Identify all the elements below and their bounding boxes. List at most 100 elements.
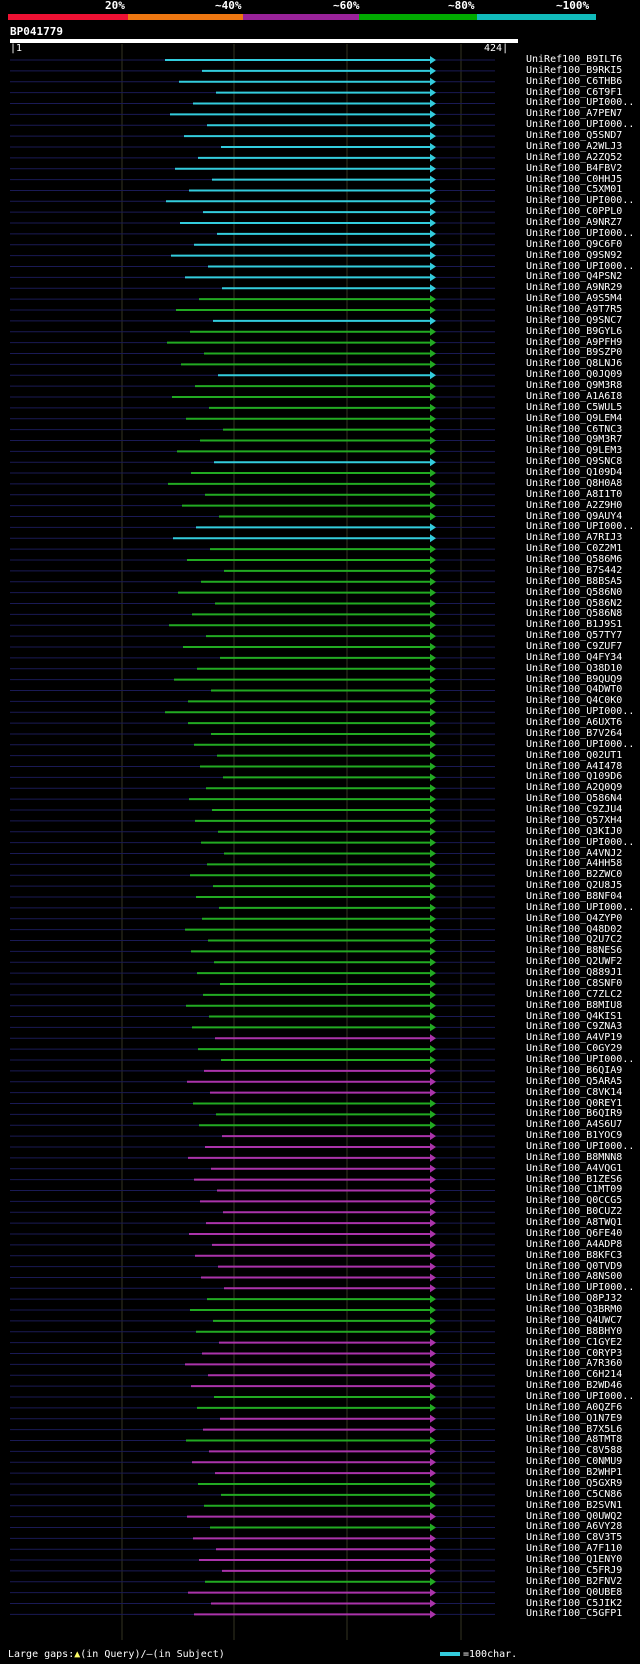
hit-label[interactable]: UniRef100_UPI000.. xyxy=(526,97,635,109)
hit-label[interactable]: UniRef100_C9ZUF7 xyxy=(526,640,623,652)
hit-label[interactable]: UniRef100_C8SNF0 xyxy=(526,977,623,989)
hit-label[interactable]: UniRef100_Q5SND7 xyxy=(526,130,623,142)
hit-label[interactable]: UniRef100_B8BHY0 xyxy=(526,1325,623,1337)
hit-label[interactable]: UniRef100_Q4PSN2 xyxy=(526,271,623,283)
hit-label[interactable]: UniRef100_Q9SNC8 xyxy=(526,456,623,468)
hit-label[interactable]: UniRef100_UPI000.. xyxy=(526,260,635,272)
hit-label[interactable]: UniRef100_B6QIA9 xyxy=(526,1064,623,1076)
hit-label[interactable]: UniRef100_C0Z2M1 xyxy=(526,543,623,555)
hit-label[interactable]: UniRef100_B2ZWC0 xyxy=(526,869,623,881)
hit-label[interactable]: UniRef100_Q586N4 xyxy=(526,793,623,805)
hit-label[interactable]: UniRef100_B2WHP1 xyxy=(526,1467,623,1479)
hit-label[interactable]: UniRef100_C8VK14 xyxy=(526,1086,623,1098)
hit-label[interactable]: UniRef100_UPI000.. xyxy=(526,1141,635,1152)
hit-label[interactable]: UniRef100_Q4C0K0 xyxy=(526,695,623,707)
hit-label[interactable]: UniRef100_B8NF04 xyxy=(526,890,623,902)
hit-label[interactable]: UniRef100_Q586N0 xyxy=(526,586,623,598)
hit-label[interactable]: UniRef100_UPI000.. xyxy=(526,1391,635,1402)
hit-label[interactable]: UniRef100_A9NR29 xyxy=(526,282,623,294)
hit-label[interactable]: UniRef100_Q9LEM3 xyxy=(526,445,623,457)
hit-label[interactable]: UniRef100_C0RYP3 xyxy=(526,1347,623,1359)
hit-label[interactable]: UniRef100_A8NS00 xyxy=(526,1271,623,1283)
hit-label[interactable]: UniRef100_B1J9S1 xyxy=(526,619,623,631)
hit-label[interactable]: UniRef100_Q1N7E9 xyxy=(526,1412,623,1424)
hit-label[interactable]: UniRef100_A9NRZ7 xyxy=(526,217,623,229)
hit-label[interactable]: UniRef100_B6QIR9 xyxy=(526,1108,623,1120)
hit-label[interactable]: UniRef100_C8V3T5 xyxy=(526,1532,623,1544)
hit-label[interactable]: UniRef100_A4S6U7 xyxy=(526,1119,623,1131)
hit-label[interactable]: UniRef100_Q9SNC7 xyxy=(526,314,623,326)
hit-label[interactable]: UniRef100_A1A6I8 xyxy=(526,390,623,402)
hit-label[interactable]: UniRef100_B9GYL6 xyxy=(526,325,623,337)
hit-label[interactable]: UniRef100_UPI000.. xyxy=(526,738,635,750)
hit-label[interactable]: UniRef100_Q9M3R7 xyxy=(526,434,623,446)
hit-label[interactable]: UniRef100_B8KFC3 xyxy=(526,1249,623,1261)
hit-label[interactable]: UniRef100_Q4UWC7 xyxy=(526,1314,623,1326)
hit-label[interactable]: UniRef100_Q48D02 xyxy=(526,923,623,935)
hit-label[interactable]: UniRef100_Q0UWQ2 xyxy=(526,1510,623,1522)
hit-label[interactable]: UniRef100_Q3KIJ0 xyxy=(526,825,623,837)
hit-label[interactable]: UniRef100_B2SVN1 xyxy=(526,1499,623,1511)
hit-label[interactable]: UniRef100_Q889J1 xyxy=(526,967,623,979)
hit-label[interactable]: UniRef100_Q6FE40 xyxy=(526,1227,623,1239)
hit-label[interactable]: UniRef100_A2ZQ52 xyxy=(526,151,623,163)
hit-label[interactable]: UniRef100_B7V264 xyxy=(526,727,623,739)
hit-label[interactable]: UniRef100_UPI000.. xyxy=(526,227,635,239)
hit-label[interactable]: UniRef100_A8I1T0 xyxy=(526,488,623,500)
hit-label[interactable]: UniRef100_A7R360 xyxy=(526,1358,623,1370)
hit-label[interactable]: UniRef100_C6TNC3 xyxy=(526,423,623,435)
hit-label[interactable]: UniRef100_UPI000.. xyxy=(526,706,635,718)
hit-label[interactable]: UniRef100_Q9C6F0 xyxy=(526,238,623,250)
hit-label[interactable]: UniRef100_C5XM01 xyxy=(526,184,623,196)
hit-label[interactable]: UniRef100_B7S442 xyxy=(526,564,623,576)
hit-label[interactable]: UniRef100_B9ILT6 xyxy=(526,54,623,65)
hit-label[interactable]: UniRef100_A4VP19 xyxy=(526,1032,623,1044)
hit-label[interactable]: UniRef100_B2WD46 xyxy=(526,1380,623,1392)
hit-label[interactable]: UniRef100_B8MIU8 xyxy=(526,999,623,1011)
hit-label[interactable]: UniRef100_A8TMT8 xyxy=(526,1434,623,1446)
hit-label[interactable]: UniRef100_Q0TVD9 xyxy=(526,1260,623,1272)
hit-label[interactable]: UniRef100_C0GY29 xyxy=(526,1043,623,1055)
hit-label[interactable]: UniRef100_Q9LEM4 xyxy=(526,412,623,424)
hit-label[interactable]: UniRef100_C6H214 xyxy=(526,1369,623,1381)
hit-label[interactable]: UniRef100_Q109D4 xyxy=(526,467,623,479)
hit-label[interactable]: UniRef100_Q5GXR9 xyxy=(526,1477,623,1489)
hit-label[interactable]: UniRef100_B8BSA5 xyxy=(526,575,623,587)
hit-label[interactable]: UniRef100_C5WUL5 xyxy=(526,401,623,413)
hit-label[interactable]: UniRef100_Q4FY34 xyxy=(526,651,623,663)
hit-label[interactable]: UniRef100_Q2U8J5 xyxy=(526,880,623,892)
hit-label[interactable]: UniRef100_A2Q0Q9 xyxy=(526,782,623,794)
hit-label[interactable]: UniRef100_Q0REY1 xyxy=(526,1097,623,1109)
hit-label[interactable]: UniRef100_Q8PJ32 xyxy=(526,1293,623,1305)
hit-label[interactable]: UniRef100_Q57XH4 xyxy=(526,814,623,826)
hit-label[interactable]: UniRef100_A9S5M4 xyxy=(526,293,623,305)
hit-label[interactable]: UniRef100_Q9AUY4 xyxy=(526,510,623,522)
hit-label[interactable]: UniRef100_Q2UWF2 xyxy=(526,956,623,968)
hit-label[interactable]: UniRef100_B1YOC9 xyxy=(526,1130,623,1142)
hit-label[interactable]: UniRef100_A0QZF6 xyxy=(526,1401,623,1413)
hit-label[interactable]: UniRef100_Q02UT1 xyxy=(526,749,623,761)
hit-label[interactable]: UniRef100_Q4DWT0 xyxy=(526,684,623,696)
hit-label[interactable]: UniRef100_C0HHJ5 xyxy=(526,173,623,185)
hit-label[interactable]: UniRef100_B7X5L6 xyxy=(526,1423,623,1435)
hit-label[interactable]: UniRef100_A9PFH9 xyxy=(526,336,623,348)
hit-label[interactable]: UniRef100_Q38D10 xyxy=(526,662,623,674)
hit-label[interactable]: UniRef100_A2WLJ3 xyxy=(526,140,623,152)
hit-label[interactable]: UniRef100_B8NES6 xyxy=(526,945,623,957)
hit-label[interactable]: UniRef100_Q9M3R8 xyxy=(526,380,623,392)
hit-label[interactable]: UniRef100_A7RIJ3 xyxy=(526,532,623,544)
hit-label[interactable]: UniRef100_Q0CCG5 xyxy=(526,1195,623,1207)
hit-label[interactable]: UniRef100_Q4ZYP0 xyxy=(526,912,623,924)
hit-label[interactable]: UniRef100_A7PEN7 xyxy=(526,108,623,120)
hit-label[interactable]: UniRef100_B4FBV2 xyxy=(526,162,623,174)
hit-label[interactable]: UniRef100_C1MT09 xyxy=(526,1184,623,1196)
hit-label[interactable]: UniRef100_B9RKI5 xyxy=(526,64,623,76)
hit-label[interactable]: UniRef100_C9ZJU4 xyxy=(526,804,623,816)
hit-label[interactable]: UniRef100_C5GFP1 xyxy=(526,1608,623,1620)
hit-label[interactable]: UniRef100_A9T7R5 xyxy=(526,304,623,315)
hit-label[interactable]: UniRef100_B1ZES6 xyxy=(526,1173,623,1185)
hit-label[interactable]: UniRef100_C6THB6 xyxy=(526,75,623,87)
hit-label[interactable]: UniRef100_A2Z9H0 xyxy=(526,499,623,511)
hit-label[interactable]: UniRef100_C9ZNA3 xyxy=(526,1021,623,1033)
hit-label[interactable]: UniRef100_A4I478 xyxy=(526,760,623,772)
